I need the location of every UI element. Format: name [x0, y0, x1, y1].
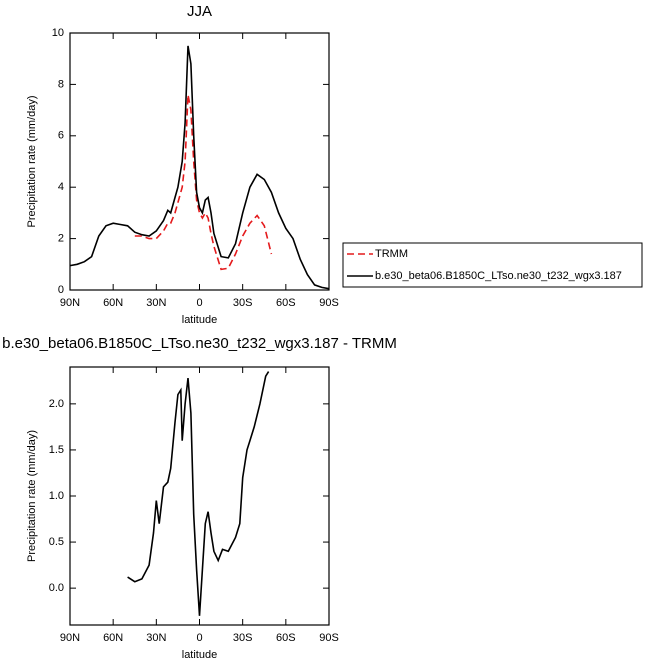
y-tick-label: 2 [58, 233, 64, 245]
y-tick-label: 4 [58, 181, 64, 193]
data-line [69, 45, 330, 290]
y-tick-label: 6 [58, 130, 64, 142]
x-tick-label: 90N [60, 632, 80, 644]
y-axis-label: Precipitation rate (mm/day) [26, 95, 38, 227]
x-axis-label: latitude [182, 314, 217, 326]
x-tick-label: 60N [103, 297, 123, 309]
y-tick-label: 0.0 [49, 582, 64, 594]
y-axis-label: Precipitation rate (mm/day) [26, 430, 38, 562]
plot-frame [69, 366, 330, 626]
chart-title: JJA [187, 3, 212, 20]
y-tick-label: 10 [52, 27, 64, 39]
x-tick-label: 60S [276, 632, 296, 644]
x-tick-label: 30N [146, 632, 166, 644]
x-tick-label: 60S [276, 297, 296, 309]
x-axis-label: latitude [182, 649, 217, 661]
legend-label: b.e30_beta06.B1850C_LTso.ne30_t232_wgx3.… [375, 270, 622, 282]
x-tick-label: 60N [103, 632, 123, 644]
x-tick-label: 0 [196, 632, 202, 644]
chart-title: b.e30_beta06.B1850C_LTso.ne30_t232_wgx3.… [2, 335, 397, 352]
data-line [127, 371, 270, 616]
y-tick-label: 8 [58, 78, 64, 90]
x-tick-label: 30S [233, 632, 253, 644]
data-line [134, 94, 273, 271]
y-tick-label: 1.0 [49, 490, 64, 502]
y-tick-label: 1.5 [49, 444, 64, 456]
legend-label: TRMM [375, 248, 408, 260]
y-tick-label: 0.5 [49, 536, 64, 548]
plot-frame [69, 32, 330, 291]
y-tick-label: 0 [58, 284, 64, 296]
x-tick-label: 90N [60, 297, 80, 309]
y-tick-label: 2.0 [49, 398, 64, 410]
x-tick-label: 90S [319, 632, 339, 644]
x-tick-label: 90S [319, 297, 339, 309]
x-tick-label: 30S [233, 297, 253, 309]
x-tick-label: 0 [196, 297, 202, 309]
x-tick-label: 30N [146, 297, 166, 309]
legend-box [342, 242, 643, 288]
